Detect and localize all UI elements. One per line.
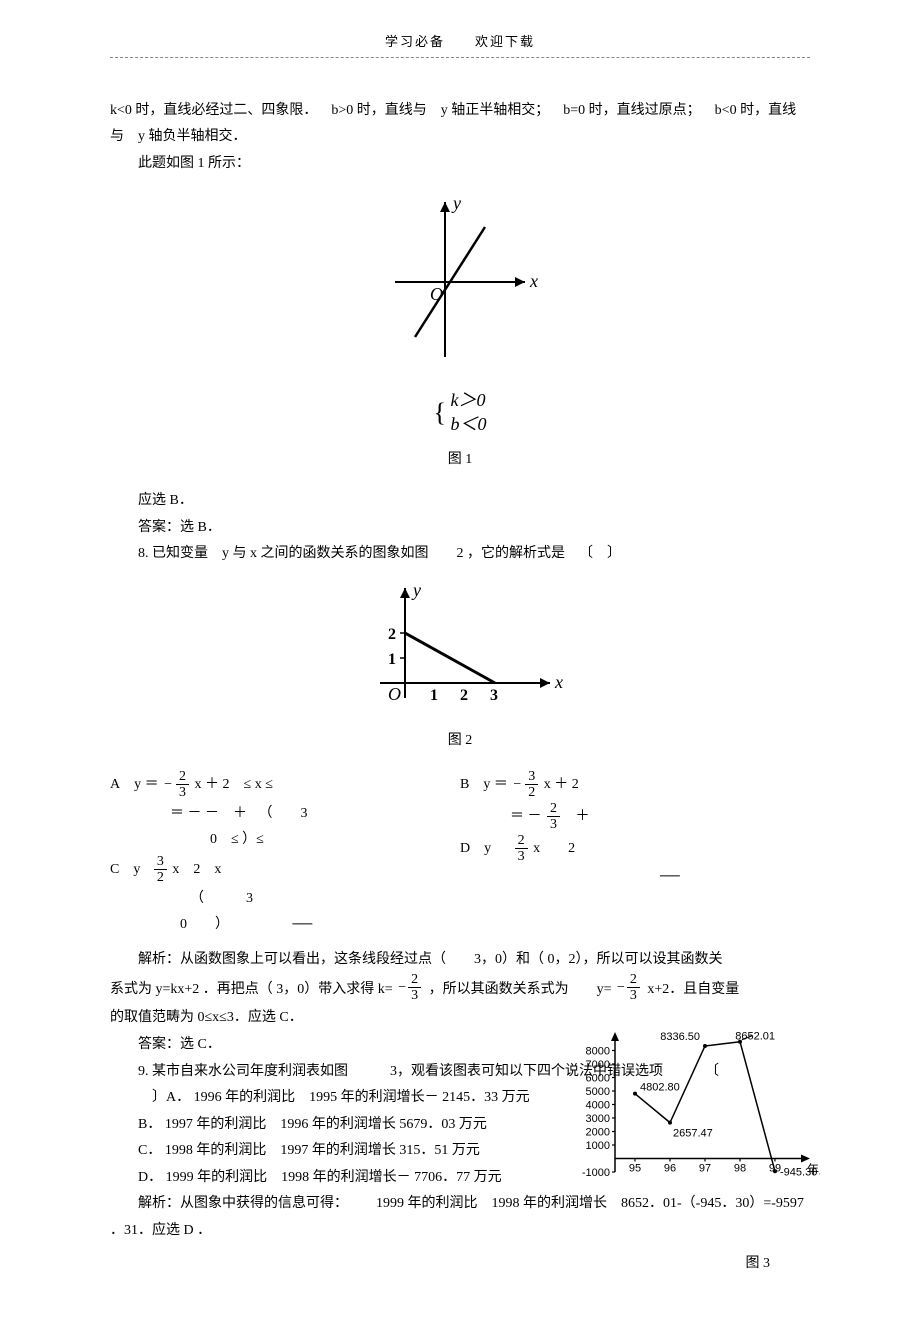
svg-text:y: y <box>451 193 461 213</box>
svg-text:96: 96 <box>664 1162 676 1174</box>
frac-icon: −23 <box>398 972 423 1004</box>
frac-icon: 23 <box>515 833 528 865</box>
answer-b1: 应选 B． <box>110 488 810 515</box>
paragraph-k-b: k<0 时，直线必经过二、四象限． b>0 时，直线与 y 轴正半轴相交； b=… <box>110 98 810 151</box>
svg-text:x: x <box>554 672 563 692</box>
q8-analysis-b: 系式为 y=kx+2 ．再把点（ 3，0）带入求得 k= −23 ，所以其函数关… <box>110 974 810 1006</box>
svg-text:-1000: -1000 <box>582 1167 610 1179</box>
frac-icon: 32 <box>154 854 167 886</box>
paragraph-see-fig1: 此题如图 1 所示： <box>110 151 810 178</box>
choice-b-lead: B y <box>460 777 490 792</box>
frac-icon: 23 <box>547 801 560 833</box>
svg-text:2: 2 <box>388 626 396 643</box>
fig1-cond2: b＜0 <box>450 414 486 434</box>
svg-text:y: y <box>411 580 421 600</box>
dash-icon: ── <box>293 917 313 932</box>
choice-b-rest: x ＋ 2 <box>544 777 579 792</box>
choice-b-l3: ＋ <box>576 809 590 824</box>
q8-stem: 8. 已知变量 y 与 x 之间的函数关系的图象如图 2 ，它的解析式是 〔 〕 <box>110 541 810 568</box>
figure-3-chart: -1000 1000 20003000 40005000 60007000 8000 95 9… <box>560 1022 820 1202</box>
svg-text:1000: 1000 <box>586 1140 610 1152</box>
fig2-caption: 图 2 <box>110 728 810 755</box>
fig3-caption: 图 3 <box>110 1251 770 1278</box>
choice-a-lead: A y <box>110 777 141 792</box>
q8-ana-b-a: 系式为 y=kx+2 ．再把点（ 3，0）带入求得 k= <box>110 982 396 997</box>
svg-text:3: 3 <box>490 687 498 704</box>
choice-c-l3: 0 ） <box>180 917 229 932</box>
svg-text:2657.47: 2657.47 <box>673 1128 713 1140</box>
choice-d-lead: D y <box>460 841 491 856</box>
svg-text:4000: 4000 <box>586 1099 610 1111</box>
choice-a-rest: x ＋ 2 ≤ x ≤ <box>195 777 273 792</box>
svg-text:O: O <box>388 684 401 704</box>
svg-text:5000: 5000 <box>586 1086 610 1098</box>
choice-a-l3: 0 ≤ ）≤ <box>210 832 264 847</box>
q8-ana-b-c: x+2．且自变量 <box>647 982 739 997</box>
svg-text:x: x <box>529 271 538 291</box>
frac-icon: − <box>513 777 521 792</box>
svg-text:1: 1 <box>388 651 396 668</box>
svg-text:8652.01: 8652.01 <box>735 1031 775 1043</box>
svg-text:2000: 2000 <box>586 1126 610 1138</box>
svg-text:O: O <box>430 284 443 304</box>
answer-b2: 答案：选 B． <box>110 515 810 542</box>
svg-text:8000: 8000 <box>586 1045 610 1057</box>
figure-1: x y O { k＞0 b＜0 <box>110 187 810 437</box>
choice-c-l2: （ 3 <box>190 891 253 906</box>
frac-icon: − <box>164 777 172 792</box>
svg-text:8336.50: 8336.50 <box>660 1031 700 1043</box>
svg-text:1: 1 <box>430 687 438 704</box>
dash2-icon: ── <box>460 864 810 891</box>
figure-2: x y O 1 2 1 2 3 <box>110 578 810 719</box>
svg-text:-945.30: -945.30 <box>780 1166 817 1178</box>
svg-text:6000: 6000 <box>586 1072 610 1084</box>
svg-text:2: 2 <box>460 687 468 704</box>
frac-icon: −23 <box>617 972 642 1004</box>
q8-choices: A y ＝ −23 x ＋ 2 ≤ x ≤ ＝ － － ＋ （ 3 0 ≤ ）≤… <box>110 769 810 939</box>
fig1-cond1: k＞0 <box>450 390 485 410</box>
svg-text:95: 95 <box>629 1162 641 1174</box>
q8-analysis-a: 解析：从函数图象上可以看出，这条线段经过点（ 3，0）和（ 0，2），所以可以设… <box>110 947 810 974</box>
svg-text:98: 98 <box>734 1162 746 1174</box>
q8-ana-b-b: ，所以其函数关系式为 y= <box>429 982 615 997</box>
choice-a-l2a: ＝ － － ＋ <box>170 806 247 821</box>
page-header: 学习必备 欢迎下载 <box>110 30 810 58</box>
choice-c-rest: x 2 x <box>172 862 221 877</box>
svg-text:3000: 3000 <box>586 1113 610 1125</box>
svg-text:97: 97 <box>699 1162 711 1174</box>
choice-c-lead: C y <box>110 862 140 877</box>
svg-text:4802.80: 4802.80 <box>640 1082 680 1094</box>
svg-text:7000: 7000 <box>586 1059 610 1071</box>
choice-a-l2b: （ 3 <box>259 806 308 821</box>
fig1-caption: 图 1 <box>110 447 810 474</box>
choice-d-rest: x 2 <box>533 841 575 856</box>
choice-b-l2: ＝ － <box>510 809 542 824</box>
